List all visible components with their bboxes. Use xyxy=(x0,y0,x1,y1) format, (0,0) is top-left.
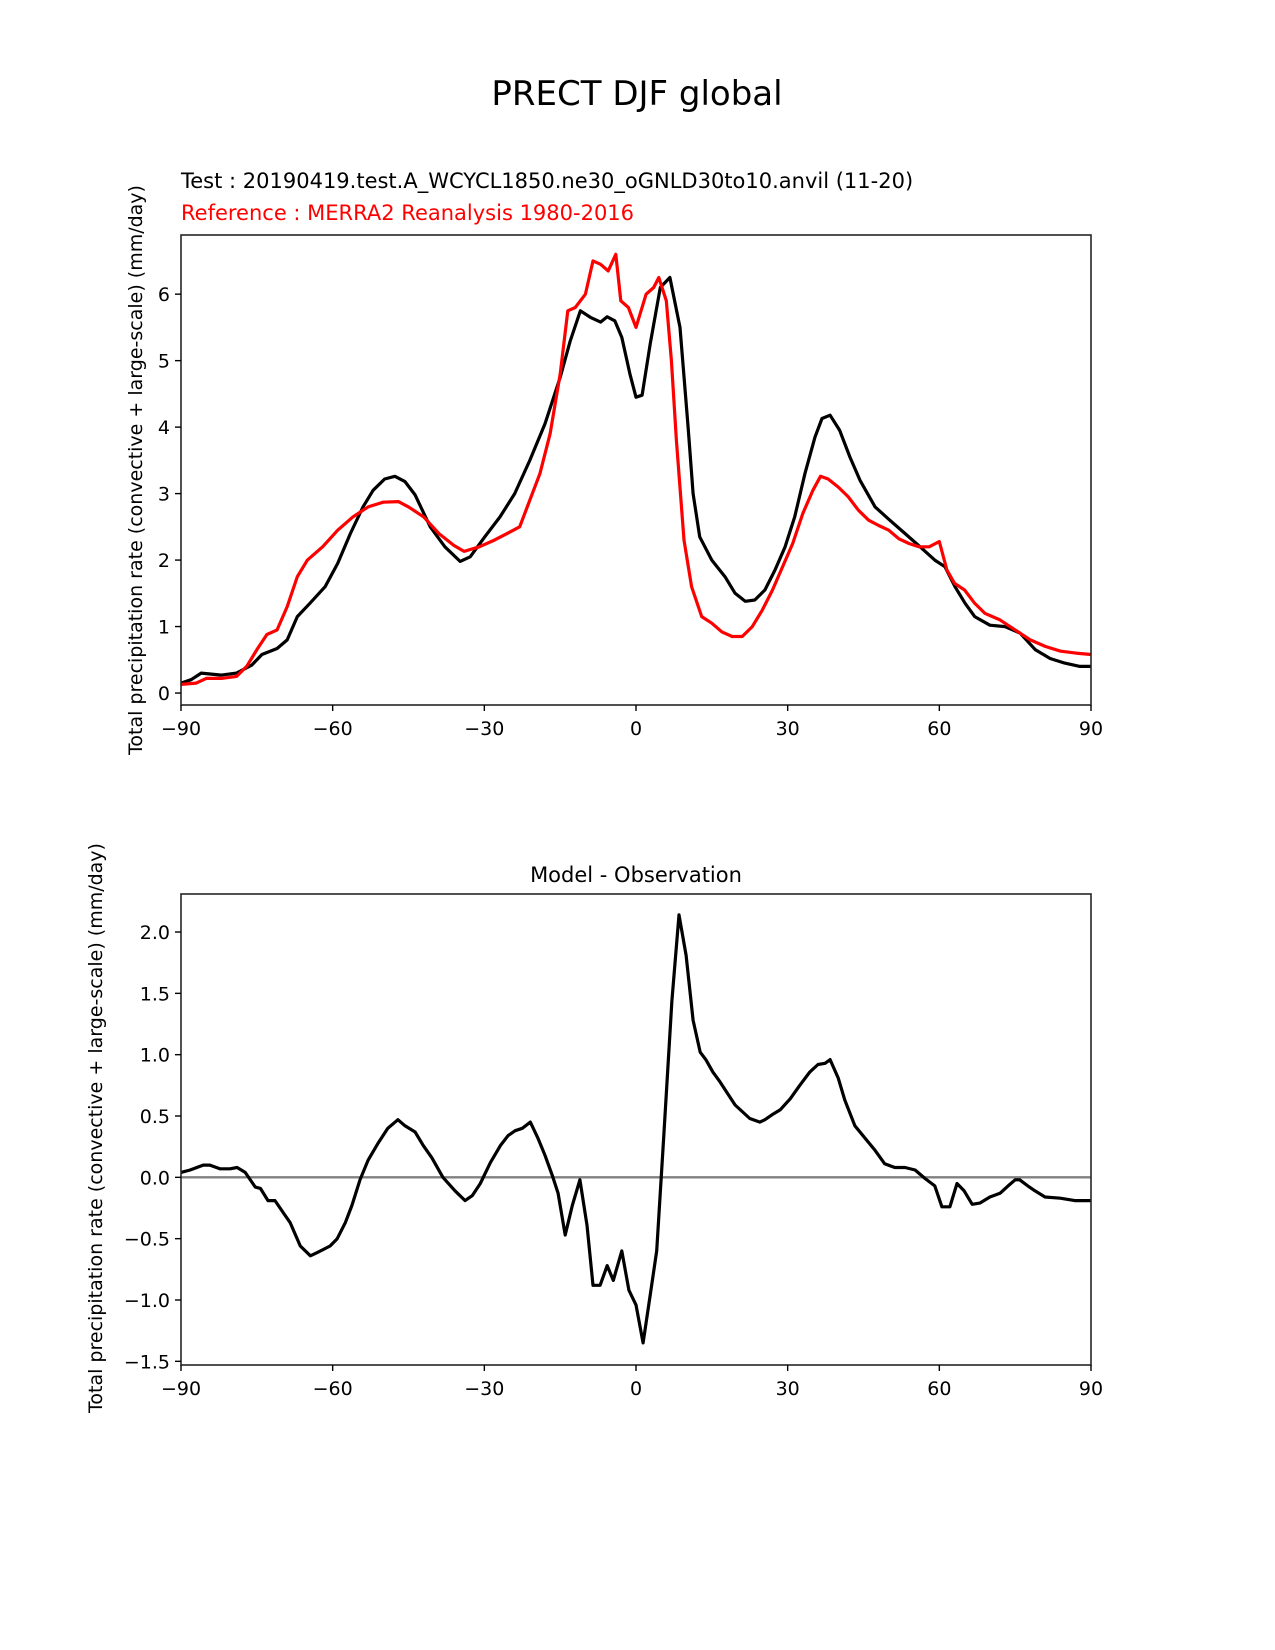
bottom-y-tick-label: 1.5 xyxy=(140,983,170,1005)
top-x-tick-label: −60 xyxy=(313,718,353,740)
bottom-y-axis-label: Total precipitation rate (convective + l… xyxy=(85,843,107,1414)
bottom-y-tick-label: 0.0 xyxy=(140,1167,170,1189)
bottom-series-difference xyxy=(180,913,1091,1345)
bottom-x-tick-label: 0 xyxy=(630,1378,642,1400)
top-y-tick-label: 2 xyxy=(158,550,170,572)
bottom-y-tick-label: −1.5 xyxy=(124,1351,170,1373)
bottom-x-tick-label: −30 xyxy=(464,1378,504,1400)
top-y-tick-label: 1 xyxy=(158,617,170,639)
top-x-tick-label: 90 xyxy=(1079,718,1103,740)
top-x-tick-label: 60 xyxy=(927,718,951,740)
top-x-tick-label: 0 xyxy=(630,718,642,740)
bottom-axes-frame xyxy=(180,893,1092,1366)
bottom-x-tick-label: 90 xyxy=(1079,1378,1103,1400)
top-y-tick-label: 6 xyxy=(158,284,170,306)
top-x-tick-label: −30 xyxy=(464,718,504,740)
top-y-axis-label: Total precipitation rate (convective + l… xyxy=(125,185,147,756)
bottom-x-tick-label: 60 xyxy=(927,1378,951,1400)
top-x-tick-label: −90 xyxy=(161,718,201,740)
top-axes-frame xyxy=(180,234,1092,706)
bottom-x-tick-label: −90 xyxy=(161,1378,201,1400)
bottom-x-tick-label: −60 xyxy=(313,1378,353,1400)
figure-title: PRECT DJF global xyxy=(491,74,782,114)
bottom-x-tick-label: 30 xyxy=(776,1378,800,1400)
bottom-y-tick-label: 0.5 xyxy=(140,1106,170,1128)
test-label: Test : 20190419.test.A_WCYCL1850.ne30_oG… xyxy=(180,169,913,194)
top-y-tick-label: 0 xyxy=(158,683,170,705)
top-panel: Test : 20190419.test.A_WCYCL1850.ne30_oG… xyxy=(125,169,1103,756)
bottom-y-tick-label: −0.5 xyxy=(124,1229,170,1251)
reference-label: Reference : MERRA2 Reanalysis 1980-2016 xyxy=(181,201,634,225)
top-x-tick-label: 30 xyxy=(776,718,800,740)
top-y-tick-label: 3 xyxy=(158,484,170,506)
top-y-tick-label: 4 xyxy=(158,417,170,439)
bottom-y-tick-label: 1.0 xyxy=(140,1045,170,1067)
bottom-panel: Model - Observation Total precipitation … xyxy=(85,843,1103,1414)
top-y-tick-label: 5 xyxy=(158,351,170,373)
top-series-test xyxy=(180,275,1091,685)
bottom-panel-title: Model - Observation xyxy=(530,863,742,887)
bottom-y-tick-label: −1.0 xyxy=(124,1290,170,1312)
bottom-y-tick-label: 2.0 xyxy=(140,922,170,944)
top-series-reference xyxy=(180,252,1092,686)
